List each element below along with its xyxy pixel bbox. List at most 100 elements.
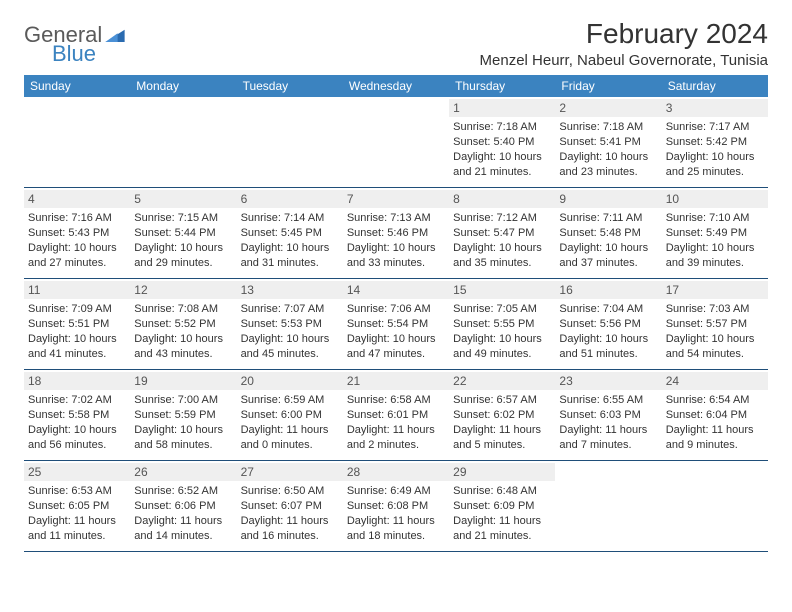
- day-cell: 15Sunrise: 7:05 AMSunset: 5:55 PMDayligh…: [449, 279, 555, 369]
- day-cell: 21Sunrise: 6:58 AMSunset: 6:01 PMDayligh…: [343, 370, 449, 460]
- sunset-line: Sunset: 5:56 PM: [559, 317, 657, 332]
- day-number: 8: [449, 190, 555, 208]
- weekday-label: Sunday: [24, 75, 130, 97]
- sunrise-line: Sunrise: 7:09 AM: [28, 302, 126, 317]
- day-number: 2: [555, 99, 661, 117]
- day-cell: 24Sunrise: 6:54 AMSunset: 6:04 PMDayligh…: [662, 370, 768, 460]
- sunset-line: Sunset: 5:58 PM: [28, 408, 126, 423]
- day-cell: 17Sunrise: 7:03 AMSunset: 5:57 PMDayligh…: [662, 279, 768, 369]
- day-cell: 9Sunrise: 7:11 AMSunset: 5:48 PMDaylight…: [555, 188, 661, 278]
- day-cell: 28Sunrise: 6:49 AMSunset: 6:08 PMDayligh…: [343, 461, 449, 551]
- daylight-line: Daylight: 11 hours and 5 minutes.: [453, 423, 551, 453]
- sunrise-line: Sunrise: 7:00 AM: [134, 393, 232, 408]
- sunset-line: Sunset: 5:45 PM: [241, 226, 339, 241]
- day-cell: 4Sunrise: 7:16 AMSunset: 5:43 PMDaylight…: [24, 188, 130, 278]
- daylight-line: Daylight: 10 hours and 29 minutes.: [134, 241, 232, 271]
- sunrise-line: Sunrise: 7:18 AM: [559, 120, 657, 135]
- location: Menzel Heurr, Nabeul Governorate, Tunisi…: [480, 52, 768, 69]
- weeks-container: 1Sunrise: 7:18 AMSunset: 5:40 PMDaylight…: [24, 97, 768, 552]
- day-cell: 1 Sunrise: 7:18 AMSunset: 5:40 PMDaylight…: [449, 97, 555, 187]
- weekday-label: Monday: [130, 75, 236, 97]
- sunset-line: Sunset: 5:40 PM: [453, 135, 551, 150]
- title-block: February 2024 Menzel Heurr, Nabeul Gover…: [480, 18, 768, 69]
- day-number: 26: [130, 463, 236, 481]
- sunset-line: Sunset: 5:46 PM: [347, 226, 445, 241]
- weekday-label: Wednesday: [343, 75, 449, 97]
- day-cell: 3 Sunrise: 7:17 AMSunset: 5:42 PMDaylight…: [662, 97, 768, 187]
- day-cell: [237, 97, 343, 187]
- daylight-line: Daylight: 10 hours and 31 minutes.: [241, 241, 339, 271]
- day-cell: 12Sunrise: 7:08 AMSunset: 5:52 PMDayligh…: [130, 279, 236, 369]
- day-number: 1: [449, 99, 555, 117]
- sunrise-line: Sunrise: 6:55 AM: [559, 393, 657, 408]
- day-number: 15: [449, 281, 555, 299]
- day-cell: [24, 97, 130, 187]
- sunset-line: Sunset: 6:05 PM: [28, 499, 126, 514]
- daylight-line: Daylight: 11 hours and 0 minutes.: [241, 423, 339, 453]
- logo-text-2: Blue: [52, 43, 125, 65]
- daylight-line: Daylight: 10 hours and 54 minutes.: [666, 332, 764, 362]
- sunset-line: Sunset: 5:57 PM: [666, 317, 764, 332]
- day-cell: 29Sunrise: 6:48 AMSunset: 6:09 PMDayligh…: [449, 461, 555, 551]
- day-cell: 13Sunrise: 7:07 AMSunset: 5:53 PMDayligh…: [237, 279, 343, 369]
- logo: GeneralBlue: [24, 22, 125, 65]
- day-cell: 18Sunrise: 7:02 AMSunset: 5:58 PMDayligh…: [24, 370, 130, 460]
- day-number: 7: [343, 190, 449, 208]
- sunrise-line: Sunrise: 7:08 AM: [134, 302, 232, 317]
- day-cell: 20Sunrise: 6:59 AMSunset: 6:00 PMDayligh…: [237, 370, 343, 460]
- day-cell: 23Sunrise: 6:55 AMSunset: 6:03 PMDayligh…: [555, 370, 661, 460]
- day-number: 3: [662, 99, 768, 117]
- sunrise-line: Sunrise: 7:10 AM: [666, 211, 764, 226]
- calendar-page: GeneralBlue February 2024 Menzel Heurr, …: [0, 0, 792, 552]
- week-row: 25 Sunrise: 6:53 AMSunset: 6:05 PM Dayligh…: [24, 461, 768, 552]
- daylight-line: Daylight: 10 hours and 37 minutes.: [559, 241, 657, 271]
- day-cell: 22Sunrise: 6:57 AMSunset: 6:02 PMDayligh…: [449, 370, 555, 460]
- daylight-line: Daylight: 10 hours and 45 minutes.: [241, 332, 339, 362]
- day-number: 25: [24, 463, 130, 481]
- sunset-line: Sunset: 5:42 PM: [666, 135, 764, 150]
- sunset-line: Sunset: 5:53 PM: [241, 317, 339, 332]
- day-number: 27: [237, 463, 343, 481]
- week-row: 4Sunrise: 7:16 AMSunset: 5:43 PMDaylight…: [24, 188, 768, 279]
- day-cell: 14Sunrise: 7:06 AMSunset: 5:54 PMDayligh…: [343, 279, 449, 369]
- day-cell: 27Sunrise: 6:50 AMSunset: 6:07 PMDayligh…: [237, 461, 343, 551]
- weekday-header: Sunday Monday Tuesday Wednesday Thursday…: [24, 75, 768, 97]
- day-cell: 25Sunrise: 6:53 AMSunset: 6:05 PMDayligh…: [24, 461, 130, 551]
- sunset-line: Sunset: 6:07 PM: [241, 499, 339, 514]
- daylight-line: Daylight: 11 hours and 2 minutes.: [347, 423, 445, 453]
- daylight-line: Daylight: 10 hours and 51 minutes.: [559, 332, 657, 362]
- daylight-line: Daylight: 10 hours and 35 minutes.: [453, 241, 551, 271]
- sunrise-line: Sunrise: 7:18 AM: [453, 120, 551, 135]
- sunrise-line: Sunrise: 7:17 AM: [666, 120, 764, 135]
- sunset-line: Sunset: 5:55 PM: [453, 317, 551, 332]
- sunrise-line: Sunrise: 7:14 AM: [241, 211, 339, 226]
- weekday-label: Thursday: [449, 75, 555, 97]
- sunset-line: Sunset: 6:09 PM: [453, 499, 551, 514]
- day-number: 11: [24, 281, 130, 299]
- sunset-line: Sunset: 5:54 PM: [347, 317, 445, 332]
- day-cell: [555, 461, 661, 551]
- sunrise-line: Sunrise: 6:53 AM: [28, 484, 126, 499]
- daylight-line: Daylight: 10 hours and 27 minutes.: [28, 241, 126, 271]
- daylight-line: Daylight: 11 hours and 21 minutes.: [453, 514, 551, 544]
- day-cell: 8Sunrise: 7:12 AMSunset: 5:47 PMDaylight…: [449, 188, 555, 278]
- daylight-line: Daylight: 10 hours and 56 minutes.: [28, 423, 126, 453]
- sunset-line: Sunset: 6:04 PM: [666, 408, 764, 423]
- sunset-line: Sunset: 5:41 PM: [559, 135, 657, 150]
- day-number: 28: [343, 463, 449, 481]
- sunrise-line: Sunrise: 6:57 AM: [453, 393, 551, 408]
- weekday-label: Friday: [555, 75, 661, 97]
- daylight-line: Daylight: 10 hours and 25 minutes.: [666, 150, 764, 180]
- daylight-line: Daylight: 10 hours and 21 minutes.: [453, 150, 551, 180]
- day-cell: 6Sunrise: 7:14 AMSunset: 5:45 PMDaylight…: [237, 188, 343, 278]
- month-title: February 2024: [480, 18, 768, 50]
- day-number: 18: [24, 372, 130, 390]
- sunset-line: Sunset: 5:52 PM: [134, 317, 232, 332]
- sunset-line: Sunset: 6:03 PM: [559, 408, 657, 423]
- sunrise-line: Sunrise: 6:59 AM: [241, 393, 339, 408]
- day-number: 13: [237, 281, 343, 299]
- day-cell: [130, 97, 236, 187]
- header: GeneralBlue February 2024 Menzel Heurr, …: [24, 18, 768, 69]
- week-row: 18Sunrise: 7:02 AMSunset: 5:58 PMDayligh…: [24, 370, 768, 461]
- day-cell: [343, 97, 449, 187]
